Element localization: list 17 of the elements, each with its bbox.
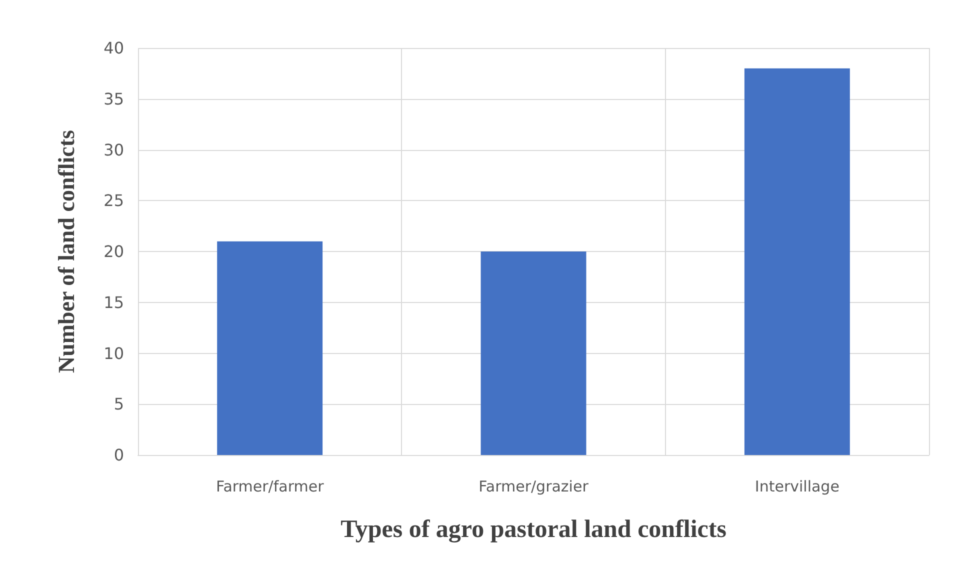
- x-tick-label: Farmer/grazier: [478, 478, 590, 496]
- y-tick-label: 5: [114, 394, 124, 414]
- y-tick-label: 10: [104, 344, 124, 363]
- bar: [480, 252, 586, 455]
- x-axis-title: Types of agro pastoral land conflicts: [340, 516, 727, 543]
- y-tick-label: 0: [114, 446, 124, 464]
- y-tick-label: 20: [104, 242, 124, 261]
- y-tick-label: 15: [104, 292, 124, 312]
- bar: [217, 241, 323, 455]
- y-tick-label: 30: [104, 140, 124, 160]
- y-axis-title: Number of land conflicts: [54, 130, 79, 373]
- bar: [744, 68, 850, 455]
- x-tick-label: Farmer/farmer: [216, 478, 325, 496]
- y-tick-label: 25: [104, 191, 124, 210]
- x-tick-label: Intervillage: [754, 478, 840, 496]
- y-tick-label: 35: [104, 89, 124, 108]
- y-tick-label: 40: [104, 38, 124, 58]
